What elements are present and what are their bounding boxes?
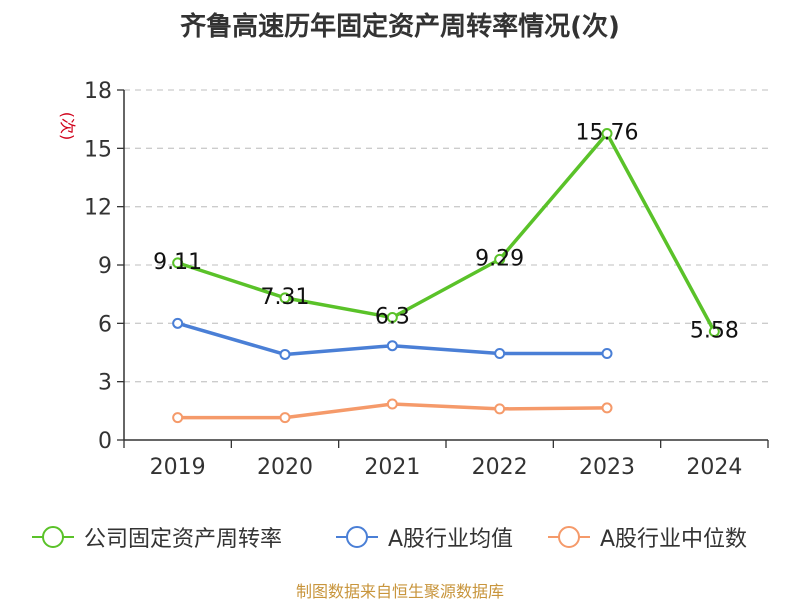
y-tick-label: 9 xyxy=(98,254,112,279)
x-tick-label: 2024 xyxy=(686,455,742,480)
data-point xyxy=(279,292,291,304)
legend-label: 公司固定资产周转率 xyxy=(84,527,283,552)
series-lines xyxy=(172,128,720,424)
legend-circle xyxy=(346,526,368,548)
legend-line-circle-icon xyxy=(336,526,378,548)
legend-line-circle-icon xyxy=(32,526,74,548)
data-point xyxy=(279,348,291,360)
axes: 0 3 6 9 12 15 18 2019 2020 2021 2022 2023 2024 (次) xyxy=(58,79,769,480)
grid-lines xyxy=(124,89,768,383)
series-line xyxy=(177,131,716,333)
data-point xyxy=(172,317,184,329)
data-point xyxy=(601,402,613,414)
data-point xyxy=(494,403,506,415)
x-tick-label: 2023 xyxy=(579,455,635,480)
y-axis-label: (次) xyxy=(58,112,77,141)
x-tick-label: 2021 xyxy=(364,455,420,480)
chart-title: 齐鲁高速历年固定资产周转率情况(次) xyxy=(180,12,620,42)
legend-item-company[interactable]: 公司固定资产周转率 xyxy=(30,520,282,554)
data-point xyxy=(386,398,398,410)
legend-label: A股行业均值 xyxy=(388,527,514,552)
data-point xyxy=(708,326,720,337)
legend-item-industry-median[interactable]: A股行业中位数 xyxy=(546,520,747,554)
legend-circle xyxy=(42,526,64,548)
legend-label: A股行业中位数 xyxy=(600,527,748,552)
x-tick-label: 2022 xyxy=(472,455,528,480)
legend-line-circle-icon xyxy=(548,526,590,548)
data-label: 9.29 xyxy=(475,246,524,271)
data-label: 7.31 xyxy=(261,285,310,310)
data-point xyxy=(386,312,398,323)
legend: 公司固定资产周转率 A股行业均值 A股行业中位数 xyxy=(0,520,800,554)
data-label: 5.58 xyxy=(690,319,739,344)
y-tick-label: 3 xyxy=(98,371,112,396)
y-tick-label: 0 xyxy=(98,429,112,454)
x-tick-label: 2020 xyxy=(257,455,313,480)
y-tick-label: 18 xyxy=(84,79,112,104)
data-point xyxy=(601,347,613,359)
source-note: 制图数据来自恒生聚源数据库 xyxy=(295,582,504,601)
data-point xyxy=(386,340,398,352)
data-label: 6.3 xyxy=(375,305,410,330)
data-point xyxy=(494,347,506,359)
data-labels: 9.11 7.31 6.3 9.29 15.76 5.58 xyxy=(153,121,739,344)
x-tick-label: 2019 xyxy=(150,455,206,480)
data-point xyxy=(601,128,613,140)
y-tick-label: 15 xyxy=(84,137,112,162)
data-label: 9.11 xyxy=(153,250,202,275)
legend-circle xyxy=(558,526,580,548)
data-point xyxy=(172,412,184,424)
y-tick-label: 12 xyxy=(84,196,112,221)
data-point xyxy=(279,412,291,424)
data-label: 15.76 xyxy=(576,121,639,146)
y-tick-label: 6 xyxy=(98,312,112,337)
data-point xyxy=(172,257,184,269)
legend-item-industry-mean[interactable]: A股行业均值 xyxy=(334,520,513,554)
data-point xyxy=(494,253,506,265)
